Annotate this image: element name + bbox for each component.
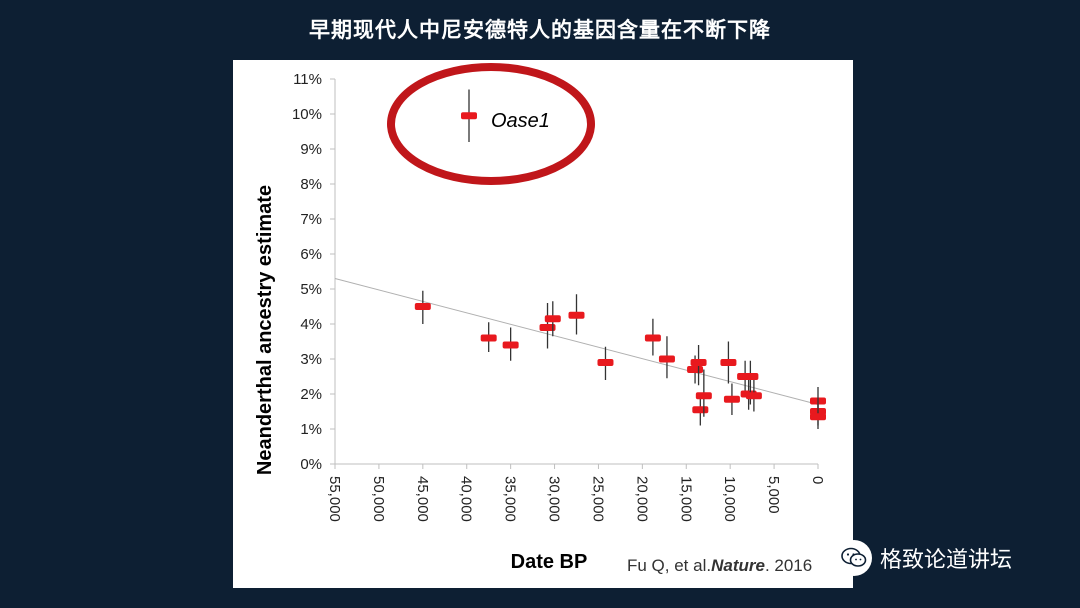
- legend-marker: [461, 89, 477, 142]
- y-tick-label: 8%: [300, 176, 322, 193]
- data-point: [597, 359, 614, 366]
- y-axis-label: Neanderthal ancestry estimate: [254, 185, 276, 475]
- data-point: [742, 373, 759, 380]
- x-tick-label: 15,000: [677, 476, 694, 522]
- x-tick-label: 5,000: [765, 476, 782, 514]
- y-ticks: 0% 1% 2% 3% 4% 5% 6% 7% 8% 9% 10% 11%: [292, 71, 335, 473]
- axes: [334, 79, 818, 465]
- x-axis-label: Date BP: [511, 551, 588, 573]
- data-point: [480, 334, 497, 342]
- data-point: [644, 334, 661, 342]
- y-tick-label: 3%: [300, 351, 322, 368]
- data-point: [687, 366, 704, 373]
- y-tick-label: 2%: [300, 386, 322, 403]
- y-tick-label: 5%: [300, 281, 322, 298]
- data-point: [692, 406, 709, 414]
- data-point: [461, 112, 477, 120]
- x-tick-label: 55,000: [326, 476, 343, 522]
- y-tick-label: 11%: [293, 71, 322, 88]
- y-tick-label: 6%: [300, 246, 322, 263]
- data-point: [539, 324, 556, 331]
- data-point: [414, 303, 431, 310]
- data-point: [745, 392, 762, 400]
- y-tick-label: 4%: [300, 316, 322, 333]
- y-tick-label: 0%: [300, 456, 322, 473]
- x-tick-label: 10,000: [721, 476, 738, 522]
- y-tick-label: 1%: [300, 421, 322, 438]
- wechat-icon: [836, 540, 872, 576]
- data-point: [720, 359, 737, 366]
- x-tick-label: 30,000: [546, 476, 563, 522]
- x-tick-label: 25,000: [589, 476, 606, 522]
- data-point: [502, 341, 519, 349]
- x-tick-label: 50,000: [370, 476, 387, 522]
- trend-line: [334, 278, 819, 405]
- x-tick-label: 45,000: [414, 476, 431, 522]
- data-point: [695, 392, 712, 400]
- x-tick-label: 35,000: [502, 476, 519, 522]
- watermark: 格致论道讲坛: [836, 540, 1012, 576]
- citation: Fu Q, et al.Nature. 2016: [627, 556, 812, 575]
- data-point: [810, 413, 826, 421]
- y-tick-label: 7%: [300, 211, 322, 228]
- data-point: [723, 395, 740, 403]
- data-point: [690, 359, 707, 366]
- data-points: [414, 290, 826, 429]
- x-tick-label: 0: [809, 476, 826, 484]
- legend-label: Oase1: [491, 110, 550, 132]
- data-point: [658, 355, 675, 363]
- slide-title: 早期现代人中尼安德特人的基因含量在不断下降: [309, 18, 771, 42]
- x-ticks: 55,000 50,000 45,000 40,000 35,000 30,000 25,0…: [326, 464, 826, 522]
- chart-panel: 0% 1% 2% 3% 4% 5% 6% 7% 8% 9% 10% 11% 55,000 50,000 4…: [233, 60, 853, 588]
- oase1-callout: Oase1: [387, 63, 595, 185]
- data-point: [544, 315, 561, 323]
- y-tick-label: 10%: [292, 106, 322, 123]
- x-tick-label: 40,000: [458, 476, 475, 522]
- scatter-chart: 0% 1% 2% 3% 4% 5% 6% 7% 8% 9% 10% 11% 55,000 50,000 4…: [254, 63, 826, 575]
- data-point: [568, 311, 585, 319]
- x-tick-label: 20,000: [633, 476, 650, 522]
- y-tick-label: 9%: [300, 141, 322, 158]
- watermark-text: 格致论道讲坛: [880, 548, 1013, 573]
- highlight-ellipse: [387, 63, 595, 185]
